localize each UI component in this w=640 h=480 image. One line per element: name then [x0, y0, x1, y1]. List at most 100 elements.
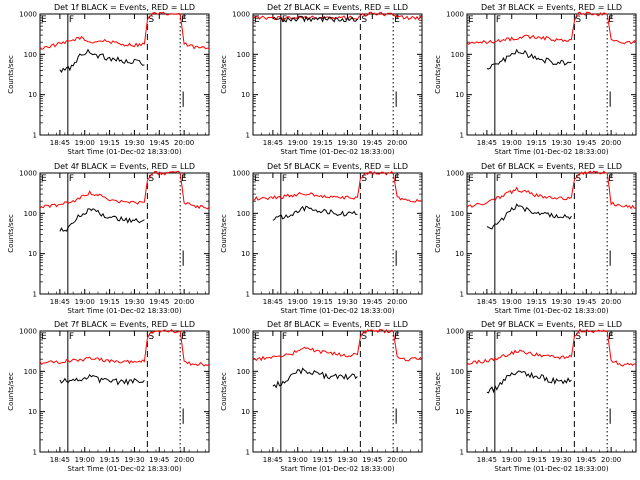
marker-label: F — [69, 174, 74, 184]
y-tick-label: 100 — [237, 210, 250, 218]
y-axis-label: Counts/sec — [434, 55, 442, 94]
plot-frame — [252, 330, 423, 453]
marker-label: S — [575, 174, 581, 184]
y-tick-label: 10 — [28, 91, 37, 99]
series-lld-line — [466, 11, 637, 45]
marker-label: F — [282, 332, 287, 342]
x-tick-label: 19:00 — [288, 456, 308, 464]
y-axis-label: Counts/sec — [7, 372, 15, 411]
y-tick-label: 100 — [237, 51, 250, 59]
x-tick-label: 19:30 — [124, 139, 144, 147]
y-tick-label: 10 — [455, 250, 464, 258]
x-axis-label: Start Time (01-Dec-02 18:33:00) — [280, 465, 394, 473]
marker-label: F — [69, 15, 74, 25]
y-axis-label: Counts/sec — [434, 214, 442, 253]
y-tick-label: 100 — [451, 210, 464, 218]
x-tick-label: 19:30 — [337, 298, 357, 306]
x-tick-label: 20:00 — [174, 298, 194, 306]
y-tick-label: 1000 — [232, 11, 250, 19]
y-tick-label: 100 — [237, 368, 250, 376]
x-tick-label: 20:00 — [601, 298, 621, 306]
marker-label: F — [496, 332, 501, 342]
series-events-line — [59, 208, 145, 232]
x-tick-label: 18:45 — [50, 298, 70, 306]
marker-label: E — [468, 174, 474, 184]
marker-label: S — [148, 174, 154, 184]
marker-label: S — [361, 174, 367, 184]
x-tick-label: 19:45 — [576, 298, 596, 306]
series-lld-line — [466, 328, 637, 367]
chart-panel-6: Det 6f BLACK = Events, RED = LLD 1 10 100 10… — [434, 162, 637, 315]
marker-label: F — [496, 15, 501, 25]
x-tick-label: 19:30 — [124, 298, 144, 306]
marker-label: S — [361, 332, 367, 342]
x-tick-label: 18:45 — [263, 139, 283, 147]
series-events-line — [486, 203, 572, 230]
chart-title: Det 9f BLACK = Events, RED = LLD — [481, 320, 622, 329]
x-tick-label: 19:30 — [551, 456, 571, 464]
chart-title: Det 5f BLACK = Events, RED = LLD — [267, 162, 408, 171]
x-axis-label: Start Time (01-Dec-02 18:33:00) — [67, 307, 181, 315]
y-tick-label: 1 — [460, 449, 464, 457]
plot-frame — [252, 13, 423, 136]
x-tick-label: 18:45 — [263, 456, 283, 464]
x-tick-label: 20:00 — [601, 456, 621, 464]
x-tick-label: 20:00 — [174, 139, 194, 147]
x-tick-label: 19:30 — [551, 139, 571, 147]
series-events-line — [272, 367, 358, 389]
y-tick-label: 1 — [246, 449, 250, 457]
x-axis-label: Start Time (01-Dec-02 18:33:00) — [67, 465, 181, 473]
y-tick-label: 1 — [246, 132, 250, 140]
marker-label: E — [394, 174, 400, 184]
y-tick-label: 100 — [24, 51, 37, 59]
y-tick-label: 1000 — [232, 328, 250, 336]
y-tick-label: 1 — [33, 132, 37, 140]
x-tick-label: 18:45 — [50, 139, 70, 147]
marker-label: S — [575, 332, 581, 342]
x-axis-label: Start Time (01-Dec-02 18:33:00) — [494, 465, 608, 473]
y-tick-label: 1 — [33, 291, 37, 299]
marker-label: E — [181, 15, 187, 25]
marker-label: E — [181, 332, 187, 342]
x-tick-label: 19:00 — [502, 298, 522, 306]
plot-frame — [39, 172, 210, 295]
x-axis-label: Start Time (01-Dec-02 18:33:00) — [494, 307, 608, 315]
series-events-line — [59, 373, 145, 386]
series-events-line — [486, 48, 572, 70]
x-tick-label: 18:45 — [477, 298, 497, 306]
y-tick-label: 1 — [460, 291, 464, 299]
marker-label: F — [282, 174, 287, 184]
marker-label: E — [254, 174, 260, 184]
x-tick-label: 19:15 — [99, 456, 119, 464]
chart-panel-4: Det 4f BLACK = Events, RED = LLD 1 10 100 10… — [7, 162, 210, 315]
chart-panel-3: Det 3f BLACK = Events, RED = LLD 1 10 100 10… — [434, 3, 637, 156]
series-lld-line — [252, 328, 423, 362]
y-tick-label: 10 — [455, 408, 464, 416]
x-tick-label: 19:45 — [149, 139, 169, 147]
x-tick-label: 20:00 — [174, 456, 194, 464]
y-tick-label: 1000 — [19, 170, 37, 178]
y-tick-label: 10 — [241, 408, 250, 416]
x-tick-label: 19:15 — [99, 139, 119, 147]
x-axis-label: Start Time (01-Dec-02 18:33:00) — [280, 148, 394, 156]
y-tick-label: 1 — [33, 449, 37, 457]
y-tick-label: 100 — [24, 210, 37, 218]
y-tick-label: 10 — [28, 408, 37, 416]
marker-label: E — [608, 332, 614, 342]
x-tick-label: 19:00 — [75, 456, 95, 464]
y-tick-label: 100 — [451, 51, 464, 59]
x-tick-label: 19:15 — [526, 298, 546, 306]
y-tick-label: 1 — [246, 291, 250, 299]
series-lld-line — [39, 170, 210, 210]
plot-frame — [39, 13, 210, 136]
x-tick-label: 19:00 — [75, 298, 95, 306]
x-tick-label: 20:00 — [387, 456, 407, 464]
x-tick-label: 19:00 — [502, 456, 522, 464]
x-axis-label: Start Time (01-Dec-02 18:33:00) — [67, 148, 181, 156]
marker-label: F — [69, 332, 74, 342]
chart-title: Det 7f BLACK = Events, RED = LLD — [54, 320, 195, 329]
marker-label: S — [148, 332, 154, 342]
x-tick-label: 19:45 — [149, 298, 169, 306]
series-events-line — [486, 370, 572, 394]
